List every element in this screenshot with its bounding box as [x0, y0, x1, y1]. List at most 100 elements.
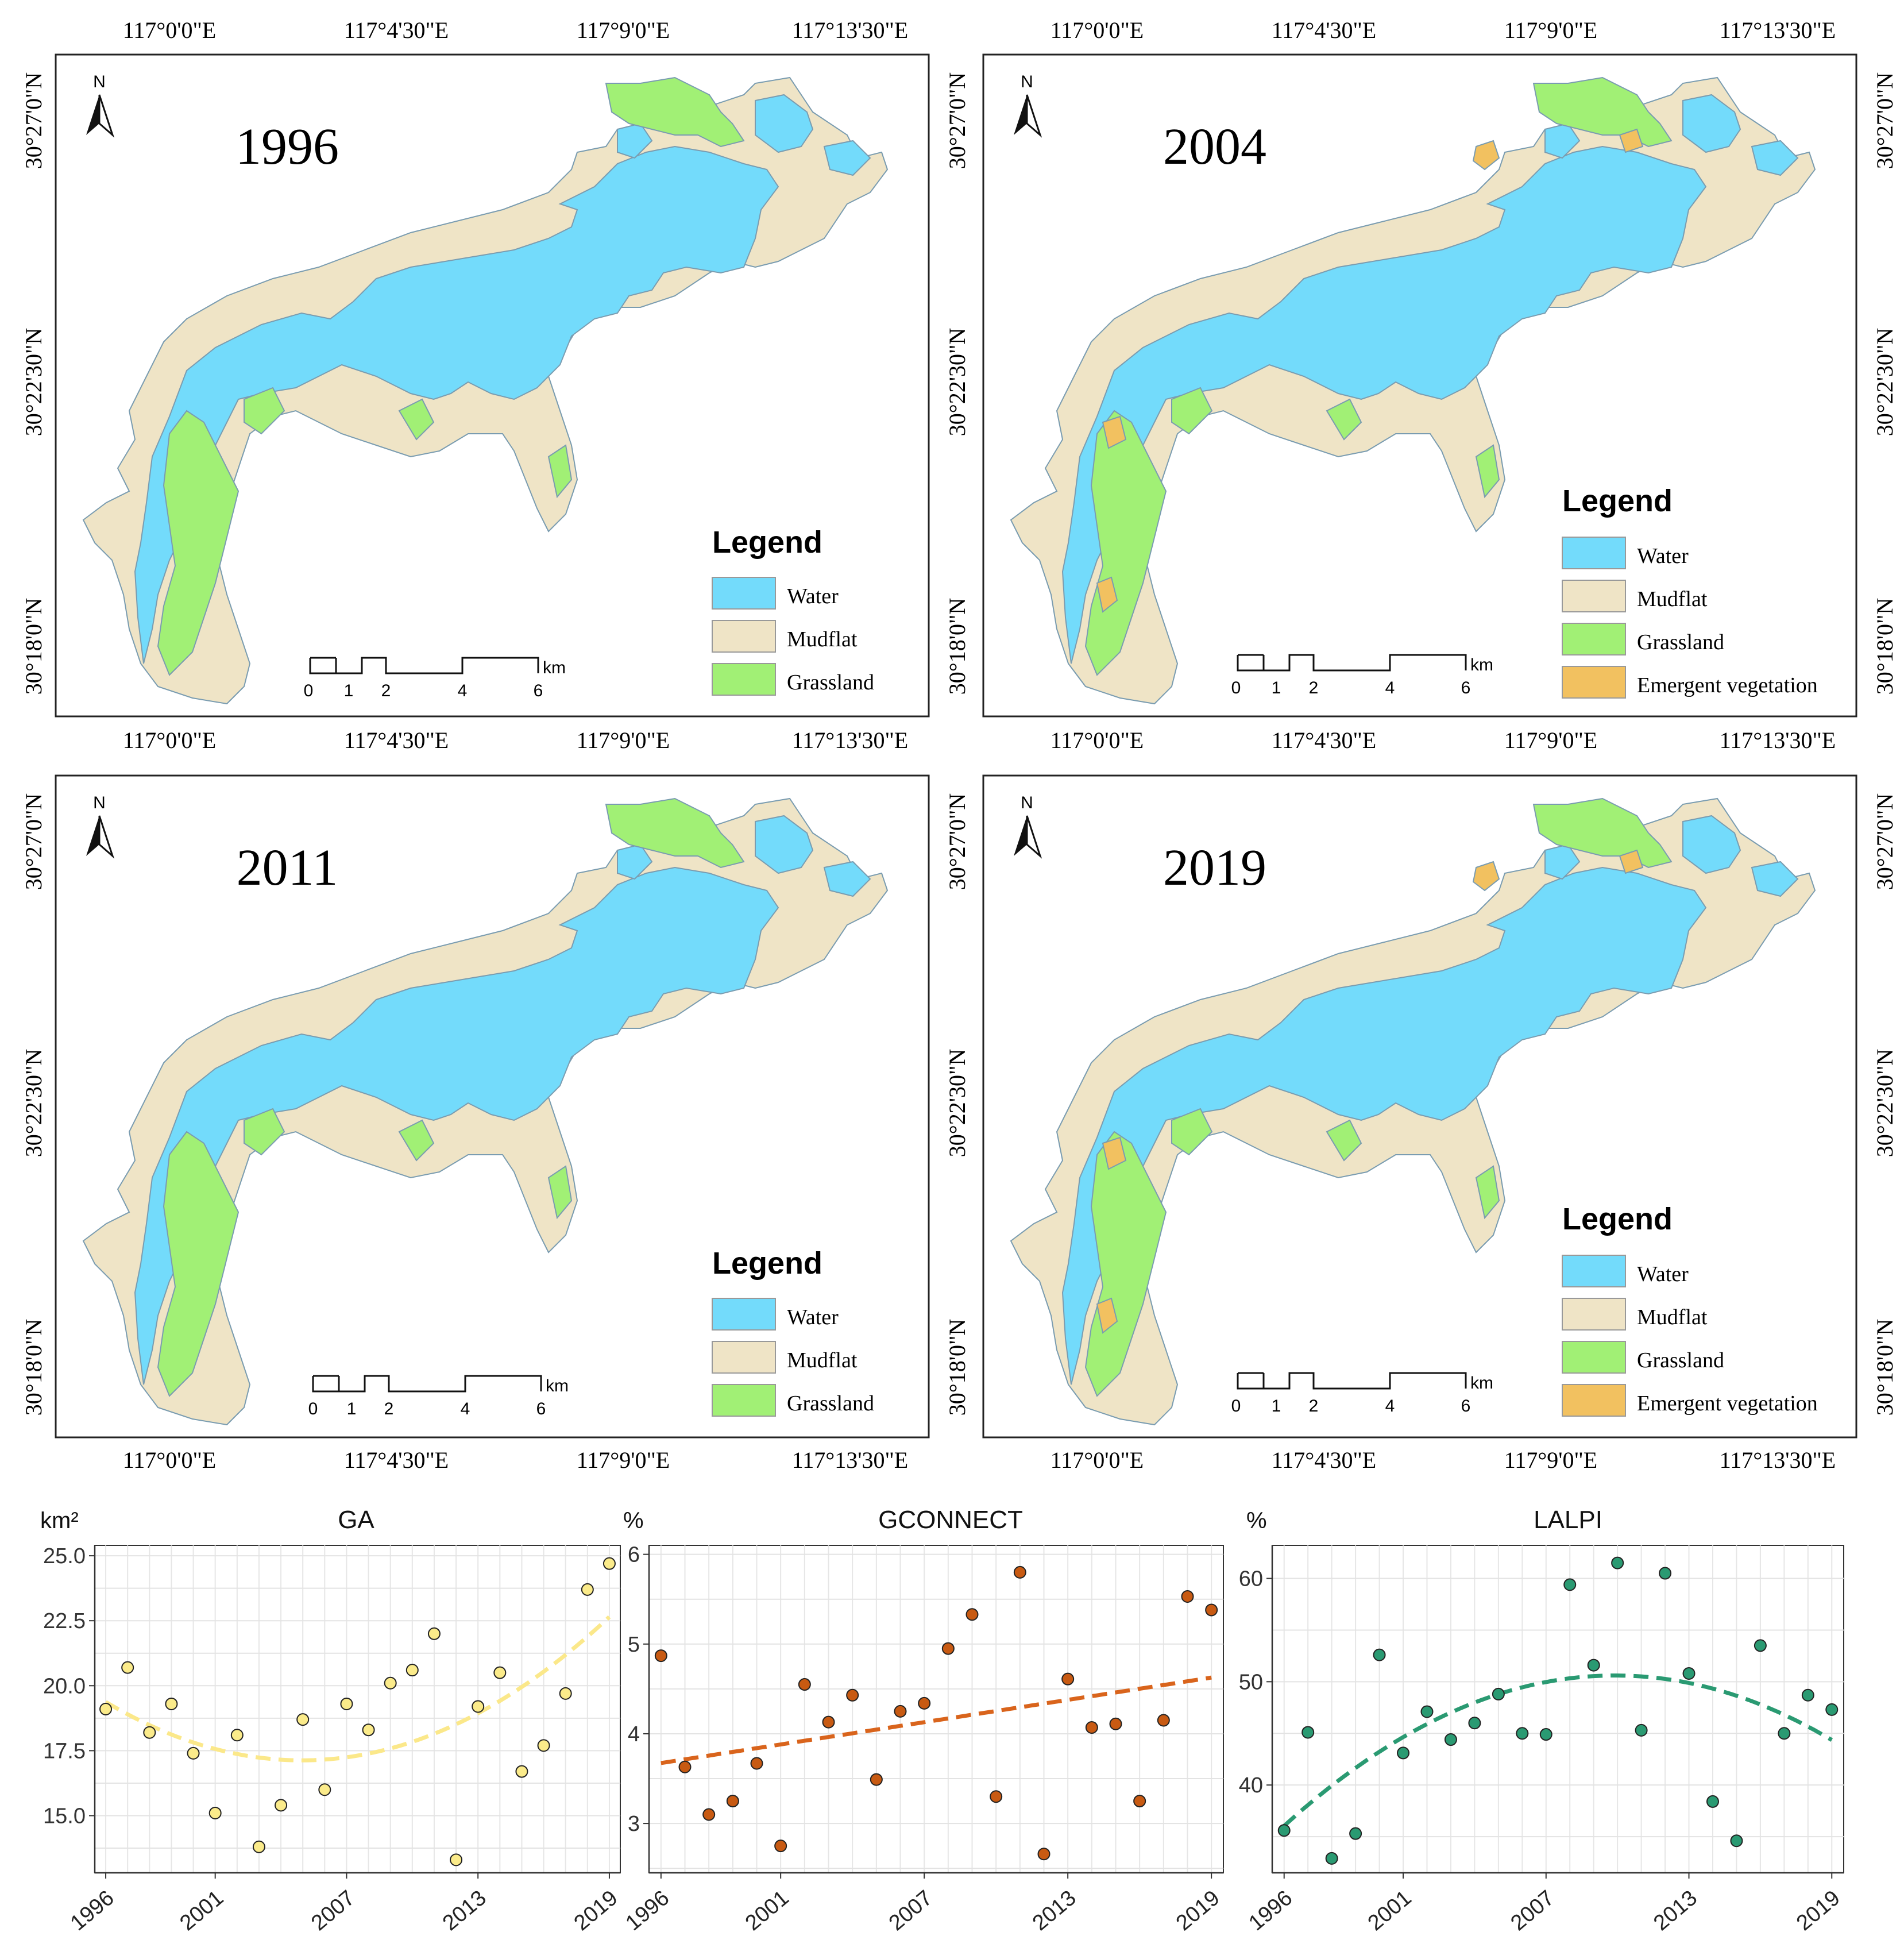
data-point: [230, 1729, 244, 1742]
data-point: [702, 1808, 716, 1821]
svg-text:Water: Water: [787, 584, 839, 608]
map-legend: Legend Water Mudflat Grassland Emergent …: [1562, 484, 1818, 699]
data-point: [846, 1688, 859, 1702]
svg-text:Water: Water: [1637, 544, 1689, 568]
svg-text:117°13'30"E: 117°13'30"E: [792, 1447, 908, 1471]
svg-text:117°0'0"E: 117°0'0"E: [123, 1447, 216, 1471]
data-point: [1825, 1703, 1839, 1716]
scale-bar: 0 1 2 4 6 km: [304, 657, 566, 700]
svg-text:Mudflat: Mudflat: [787, 627, 858, 651]
map-panel-1996: N 1996 0 1 2 4 6 km Legend Water Mudflat…: [55, 53, 930, 718]
y-tick-label: 40: [1239, 1773, 1263, 1798]
data-point: [1205, 1603, 1218, 1617]
x-tick-label: 2013: [1028, 1886, 1081, 1936]
svg-text:Grassland: Grassland: [1637, 630, 1724, 654]
data-point: [1037, 1848, 1051, 1861]
scale-bar: 0 1 2 4 6 km: [1231, 654, 1493, 697]
svg-text:Legend: Legend: [712, 525, 822, 560]
data-point: [99, 1703, 113, 1715]
data-point: [798, 1678, 811, 1691]
svg-text:30°22'30"N: 30°22'30"N: [944, 328, 970, 436]
svg-text:4: 4: [1385, 678, 1395, 697]
svg-text:117°13'30"E: 117°13'30"E: [792, 17, 908, 43]
data-point: [941, 1642, 955, 1655]
data-point: [1611, 1556, 1624, 1569]
y-tick-label: 6: [628, 1543, 640, 1567]
svg-text:30°27'0"N: 30°27'0"N: [21, 793, 47, 890]
plot-area: [1272, 1545, 1844, 1873]
svg-text:Mudflat: Mudflat: [787, 1348, 858, 1372]
svg-text:1: 1: [347, 1399, 357, 1418]
data-point: [1516, 1727, 1529, 1740]
y-tick-label: 25.0: [43, 1544, 86, 1568]
data-point: [1349, 1827, 1362, 1840]
svg-text:2: 2: [384, 1399, 394, 1418]
map-panel-2004: N 2004 0 1 2 4 6 km Legend Water Mudflat…: [982, 53, 1857, 718]
svg-text:30°22'30"N: 30°22'30"N: [21, 328, 47, 436]
map-panel-2019: N 2019 0 1 2 4 6 km Legend Water Mudflat…: [982, 774, 1857, 1439]
data-point: [894, 1705, 907, 1718]
y-unit-label: %: [1246, 1508, 1267, 1533]
map-coordinate-labels: 117°0'0"E 117°4'30"E 117°9'0"E 117°13'30…: [21, 17, 1898, 1471]
svg-text:6: 6: [1461, 1397, 1471, 1416]
data-point: [1133, 1795, 1146, 1808]
map-legend: Legend Water Mudflat Grassland: [712, 525, 874, 696]
svg-text:4: 4: [458, 681, 468, 700]
svg-text:km: km: [546, 1376, 569, 1395]
y-tick-label: 3: [628, 1812, 640, 1836]
svg-text:117°9'0"E: 117°9'0"E: [577, 727, 670, 753]
svg-text:30°22'30"N: 30°22'30"N: [944, 1049, 970, 1157]
scale-bar: 0 1 2 4 6 km: [308, 1375, 569, 1418]
data-point: [726, 1795, 739, 1808]
trend-line: [661, 1675, 1212, 1765]
scale-bar: 0 1 2 4 6 km: [1231, 1372, 1493, 1416]
data-point: [121, 1661, 134, 1674]
svg-text:117°0'0"E: 117°0'0"E: [123, 17, 216, 43]
svg-text:0: 0: [1231, 678, 1241, 697]
svg-text:km: km: [543, 658, 566, 677]
svg-text:Emergent vegetation: Emergent vegetation: [1637, 673, 1818, 697]
svg-text:km: km: [1470, 655, 1493, 674]
svg-text:30°18'0"N: 30°18'0"N: [21, 1319, 47, 1416]
y-tick-label: 60: [1239, 1567, 1263, 1591]
data-point: [1061, 1672, 1075, 1686]
data-point: [1420, 1705, 1434, 1718]
svg-text:Emergent vegetation: Emergent vegetation: [1637, 1391, 1818, 1416]
data-point: [1539, 1728, 1552, 1741]
data-point: [1778, 1727, 1791, 1740]
data-point: [1754, 1639, 1767, 1652]
svg-text:4: 4: [1385, 1397, 1395, 1416]
data-point: [165, 1697, 178, 1710]
svg-text:Mudflat: Mudflat: [1637, 587, 1708, 611]
x-tick-label: 2001: [175, 1886, 228, 1936]
data-point: [1109, 1717, 1122, 1730]
data-point: [965, 1608, 979, 1621]
svg-text:117°13'30"E: 117°13'30"E: [1720, 1447, 1836, 1471]
trend-line: [1283, 1673, 1833, 1827]
svg-text:2: 2: [1309, 678, 1319, 697]
map-legend: Legend Water Mudflat Grassland Emergent …: [1562, 1202, 1818, 1417]
x-tick-label: 2019: [570, 1886, 623, 1936]
svg-text:117°9'0"E: 117°9'0"E: [577, 1447, 670, 1471]
svg-text:Legend: Legend: [1562, 484, 1673, 518]
data-point: [1301, 1726, 1315, 1739]
x-tick-label: 2019: [1172, 1886, 1225, 1936]
x-tick-label: 2013: [1649, 1886, 1702, 1936]
x-tick-label: 2013: [438, 1886, 491, 1936]
chart-title: LALPI: [1534, 1506, 1602, 1534]
svg-text:30°27'0"N: 30°27'0"N: [1872, 72, 1898, 169]
y-tick-label: 50: [1239, 1670, 1263, 1694]
data-point: [822, 1715, 835, 1729]
data-point: [1157, 1714, 1170, 1727]
data-point: [654, 1649, 667, 1663]
svg-text:6: 6: [534, 681, 543, 700]
x-tick-label: 2001: [741, 1886, 794, 1936]
data-point: [1659, 1567, 1672, 1580]
data-point: [318, 1783, 331, 1796]
chart-title: GCONNECT: [878, 1506, 1023, 1534]
svg-text:N: N: [93, 72, 106, 91]
data-point: [678, 1760, 692, 1773]
data-point: [1801, 1688, 1814, 1702]
chart-lalpi: 40 50 60 1996 2001 2007 2013 2019 LALPI%: [1239, 1506, 1845, 1935]
data-point: [493, 1666, 507, 1679]
